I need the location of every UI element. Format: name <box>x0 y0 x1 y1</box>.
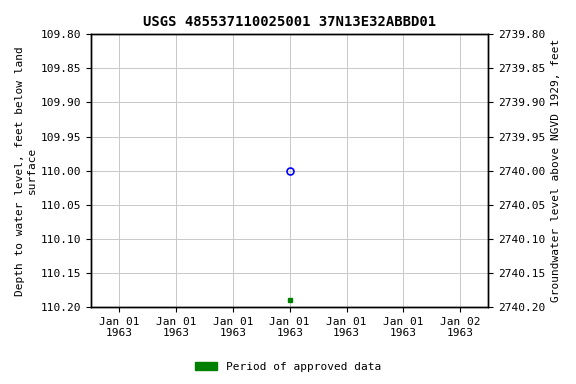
Legend: Period of approved data: Period of approved data <box>191 358 385 377</box>
Title: USGS 485537110025001 37N13E32ABBD01: USGS 485537110025001 37N13E32ABBD01 <box>143 15 436 29</box>
Y-axis label: Depth to water level, feet below land
surface: Depth to water level, feet below land su… <box>15 46 37 296</box>
Y-axis label: Groundwater level above NGVD 1929, feet: Groundwater level above NGVD 1929, feet <box>551 39 561 302</box>
